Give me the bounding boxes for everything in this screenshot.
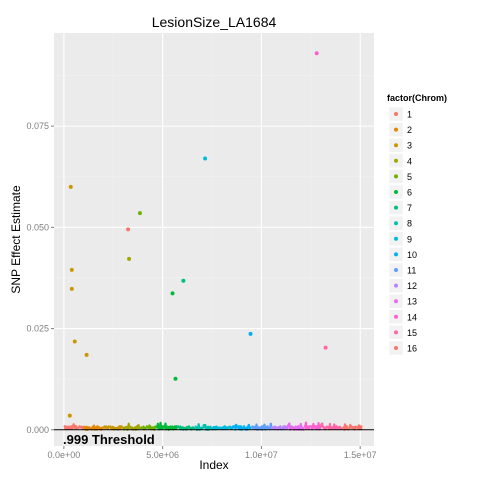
legend-swatch-8 — [394, 221, 398, 226]
legend-label-10: 10 — [407, 250, 417, 260]
legend-swatch-15 — [394, 330, 398, 335]
chrom-band-2 — [83, 424, 105, 431]
legend-swatch-2 — [394, 127, 398, 132]
legend-swatch-10 — [394, 252, 398, 257]
snp-point-chrom-3 — [67, 413, 72, 418]
x-tick-label: 5.0e+06 — [146, 450, 179, 460]
chrom-band-6 — [156, 421, 178, 431]
snp-point-chrom-3 — [69, 267, 74, 272]
legend-swatch-13 — [394, 299, 398, 304]
legend-swatch-3 — [394, 143, 398, 148]
legend-swatch-9 — [394, 236, 398, 241]
snp-point-chrom-14 — [314, 51, 319, 56]
legend-label-15: 15 — [407, 328, 417, 338]
y-tick-label: 0.000 — [26, 425, 49, 435]
snp-point-chrom-10 — [248, 331, 253, 336]
legend-label-11: 11 — [407, 266, 416, 276]
snp-point-chrom-1 — [126, 227, 131, 232]
chrom-band-12 — [270, 425, 289, 431]
legend-title: factor(Chrom) — [387, 93, 447, 103]
legend-swatch-7 — [394, 205, 398, 210]
legend-swatch-14 — [394, 314, 398, 319]
legend-label-7: 7 — [407, 203, 412, 213]
snp-point-chrom-6 — [173, 376, 178, 381]
chrom-band-11 — [251, 422, 273, 431]
x-tick-label: 1.5e+07 — [344, 450, 377, 460]
snp-point-chrom-3 — [84, 352, 89, 357]
y-tick-label: 0.050 — [26, 222, 49, 232]
legend-label-12: 12 — [407, 281, 417, 291]
snp-point-chrom-7 — [181, 278, 186, 283]
legend-label-16: 16 — [407, 344, 417, 354]
legend-label-9: 9 — [407, 234, 412, 244]
snp-point-chrom-3 — [69, 286, 74, 291]
x-tick-label: 1.0e+07 — [245, 450, 278, 460]
snp-point-chrom-5 — [137, 211, 142, 216]
legend-label-13: 13 — [407, 297, 417, 307]
threshold-label: .999 Threshold — [63, 432, 155, 447]
chrom-band-3 — [102, 425, 125, 431]
legend-label-5: 5 — [407, 172, 412, 182]
legend-label-14: 14 — [407, 312, 417, 322]
legend-swatch-6 — [394, 190, 398, 194]
legend-label-3: 3 — [407, 141, 412, 151]
legend-label-4: 4 — [407, 156, 412, 166]
grid-minor — [54, 33, 374, 446]
snp-point-chrom-4 — [127, 256, 132, 261]
plot-panel — [54, 33, 374, 446]
legend-label-8: 8 — [407, 219, 412, 229]
y-axis-ticks: 0.000 0.025 0.050 0.075 — [26, 121, 54, 435]
chrom-band-10 — [230, 423, 253, 431]
legend-swatch-1 — [394, 112, 398, 116]
snp-point-chrom-3 — [72, 339, 77, 344]
x-axis-title: Index — [199, 458, 228, 472]
snp-point-chrom-6 — [170, 291, 175, 296]
legend-swatch-5 — [394, 174, 398, 179]
chrom-band-1 — [63, 423, 85, 431]
y-axis-title: SNP Effect Estimate — [9, 185, 23, 294]
chrom-band-5 — [140, 424, 158, 431]
legend-swatch-11 — [394, 268, 398, 272]
legend-swatch-4 — [394, 158, 398, 163]
chart-title: LesionSize_LA1684 — [152, 14, 277, 30]
y-tick-label: 0.075 — [26, 121, 49, 131]
snp-point-chrom-9 — [203, 156, 208, 161]
y-tick-label: 0.025 — [26, 324, 49, 334]
snp-point-chrom-15 — [323, 345, 328, 350]
chrom-band-9 — [211, 425, 233, 431]
chrom-band-14 — [303, 421, 322, 431]
chrom-band-16 — [341, 423, 363, 431]
chrom-band-15 — [319, 422, 344, 431]
legend-label-2: 2 — [407, 125, 412, 135]
snp-point-chrom-3 — [68, 184, 73, 189]
legend-swatch-12 — [394, 283, 398, 288]
legend-label-1: 1 — [407, 110, 412, 120]
chrom-band-4 — [122, 422, 142, 431]
legend-swatch-16 — [394, 346, 398, 350]
legend-label-6: 6 — [407, 188, 412, 198]
x-axis-ticks: 0.0e+00 5.0e+06 1.0e+07 1.5e+07 — [47, 446, 377, 460]
snp-points — [67, 51, 328, 418]
x-tick-label: 0.0e+00 — [47, 450, 80, 460]
